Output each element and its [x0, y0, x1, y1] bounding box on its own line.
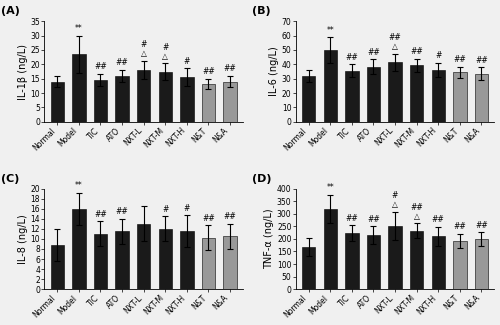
Text: ##: ##	[475, 56, 488, 65]
Bar	[432, 236, 445, 289]
Bar	[432, 70, 445, 122]
Bar	[367, 67, 380, 122]
Text: ##: ##	[116, 207, 128, 216]
Bar	[475, 74, 488, 122]
Text: **: **	[326, 183, 334, 192]
Text: ##
△: ## △	[388, 33, 402, 51]
Bar	[453, 72, 466, 122]
Text: #: #	[184, 57, 190, 66]
Text: **: **	[75, 24, 82, 33]
Text: #
△: # △	[392, 191, 398, 210]
Text: ##: ##	[454, 55, 466, 64]
Bar	[345, 233, 358, 289]
Text: (C): (C)	[0, 174, 19, 184]
Bar	[50, 82, 64, 122]
Bar	[388, 226, 402, 289]
Bar	[224, 82, 237, 122]
Y-axis label: IL-1β (ng/L): IL-1β (ng/L)	[18, 44, 28, 99]
Bar	[345, 71, 358, 122]
Text: ##: ##	[202, 214, 215, 223]
Text: ##: ##	[367, 48, 380, 57]
Bar	[410, 65, 424, 122]
Bar	[137, 224, 150, 289]
Bar	[410, 231, 424, 289]
Text: #: #	[184, 204, 190, 213]
Bar	[158, 72, 172, 122]
Text: ##: ##	[454, 222, 466, 231]
Text: (B): (B)	[252, 6, 270, 16]
Y-axis label: IL-6 (ng/L): IL-6 (ng/L)	[269, 47, 279, 97]
Text: ##: ##	[116, 58, 128, 67]
Text: ##: ##	[432, 215, 444, 224]
Bar	[324, 209, 337, 289]
Bar	[302, 76, 316, 122]
Text: ##: ##	[346, 53, 358, 62]
Bar	[94, 234, 107, 289]
Bar	[72, 54, 86, 122]
Text: ##: ##	[475, 221, 488, 230]
Text: ##: ##	[367, 215, 380, 224]
Text: ##: ##	[202, 67, 215, 76]
Text: #
△: # △	[140, 40, 147, 58]
Text: ##: ##	[94, 62, 107, 71]
Text: #
△: # △	[162, 43, 168, 61]
Bar	[180, 231, 194, 289]
Bar	[72, 209, 86, 289]
Bar	[324, 50, 337, 122]
Bar	[453, 241, 466, 289]
Text: ##
△: ## △	[410, 203, 423, 221]
Text: ##: ##	[224, 212, 236, 221]
Text: ##: ##	[94, 210, 107, 219]
Text: ##: ##	[410, 47, 423, 56]
Bar	[94, 80, 107, 122]
Bar	[202, 84, 215, 122]
Text: #: #	[162, 205, 168, 214]
Bar	[475, 240, 488, 289]
Bar	[367, 235, 380, 289]
Text: #: #	[435, 51, 442, 60]
Bar	[50, 245, 64, 289]
Text: ##: ##	[346, 214, 358, 223]
Bar	[388, 62, 402, 122]
Bar	[202, 238, 215, 289]
Bar	[116, 231, 129, 289]
Bar	[224, 236, 237, 289]
Text: **: **	[75, 181, 82, 190]
Bar	[158, 229, 172, 289]
Bar	[302, 247, 316, 289]
Text: **: **	[326, 26, 334, 34]
Text: (A): (A)	[0, 6, 20, 16]
Text: (D): (D)	[252, 174, 272, 184]
Bar	[116, 76, 129, 122]
Text: ##: ##	[224, 64, 236, 73]
Bar	[180, 77, 194, 122]
Y-axis label: TNF-α (ng/L): TNF-α (ng/L)	[264, 209, 274, 269]
Bar	[137, 70, 150, 122]
Y-axis label: IL-8 (ng/L): IL-8 (ng/L)	[18, 214, 28, 264]
